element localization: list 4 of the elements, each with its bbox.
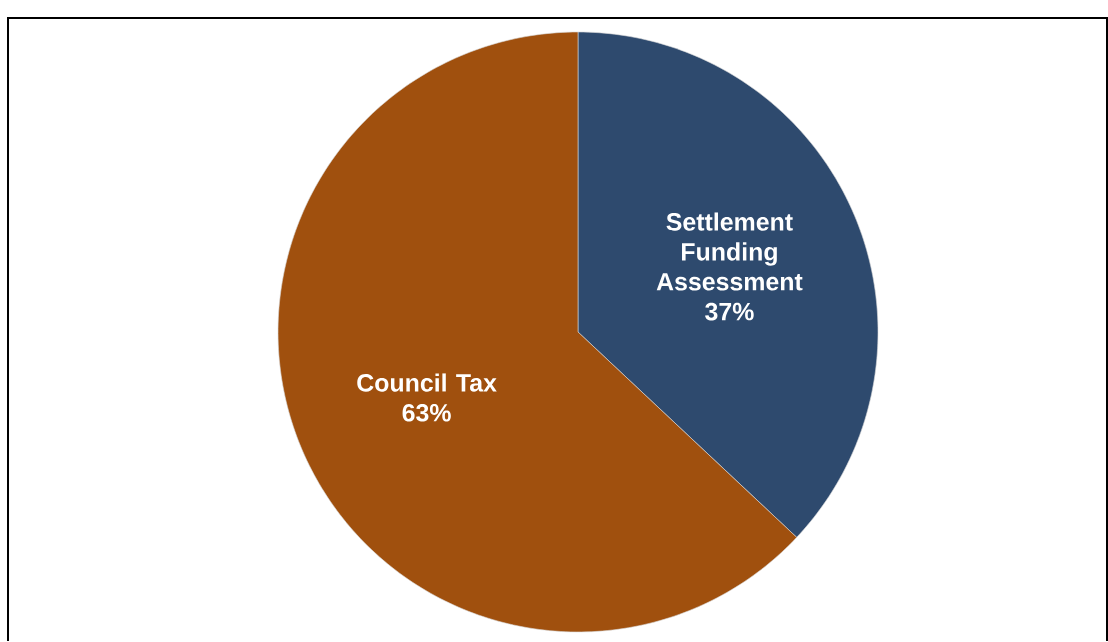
data-label: 37% bbox=[705, 302, 754, 321]
slice-label: Council Tax bbox=[357, 373, 497, 392]
data-label: 63% bbox=[402, 403, 451, 422]
slice-label: Settlement Funding Assessment bbox=[656, 212, 803, 291]
